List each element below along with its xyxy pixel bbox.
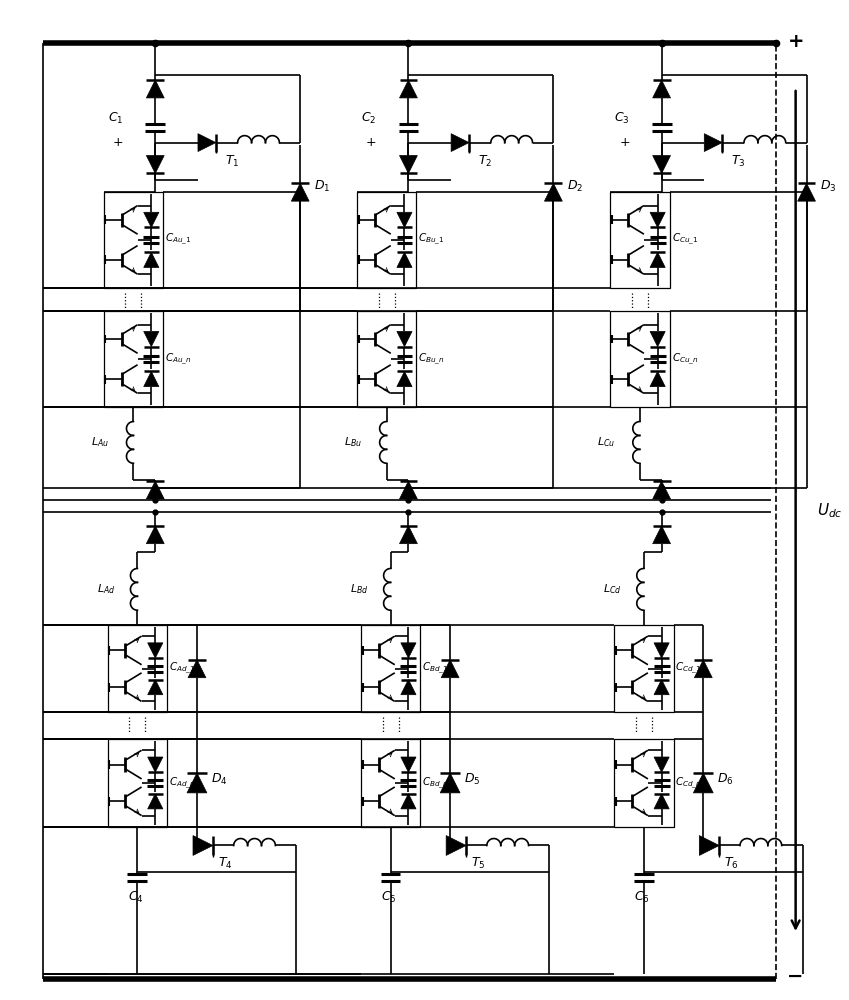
Text: $C_{Cu\_1}$: $C_{Cu\_1}$ (672, 232, 698, 247)
Text: $T_6$: $T_6$ (724, 856, 739, 871)
Text: +: + (787, 32, 804, 51)
Text: $L_{Au}$: $L_{Au}$ (91, 436, 109, 449)
Text: $D_4$: $D_4$ (211, 772, 228, 787)
Text: $C_5$: $C_5$ (381, 890, 396, 905)
Polygon shape (653, 80, 671, 98)
Text: $D_6$: $D_6$ (717, 772, 734, 787)
Polygon shape (401, 680, 416, 695)
Polygon shape (654, 643, 669, 658)
Text: $C_{Cd\_1}$: $C_{Cd\_1}$ (676, 661, 702, 676)
Text: −: − (787, 967, 804, 986)
Polygon shape (650, 331, 666, 347)
Polygon shape (654, 680, 669, 695)
Polygon shape (148, 643, 163, 658)
Polygon shape (198, 134, 216, 152)
Polygon shape (700, 836, 719, 855)
Text: +: + (619, 136, 630, 149)
Polygon shape (401, 643, 416, 658)
Polygon shape (400, 481, 418, 499)
Polygon shape (187, 773, 207, 793)
Text: $C_{Bd\_n}$: $C_{Bd\_n}$ (422, 775, 449, 791)
Polygon shape (193, 836, 213, 855)
Text: $C_6$: $C_6$ (634, 890, 649, 905)
Polygon shape (451, 134, 469, 152)
Polygon shape (797, 183, 816, 201)
Polygon shape (440, 773, 460, 793)
Text: $C_{Au\_n}$: $C_{Au\_n}$ (166, 351, 192, 367)
Polygon shape (146, 526, 164, 544)
Polygon shape (654, 757, 669, 772)
Polygon shape (653, 526, 671, 544)
Polygon shape (653, 481, 671, 499)
Text: $D_2$: $D_2$ (567, 179, 583, 194)
Text: $D_1$: $D_1$ (314, 179, 330, 194)
Text: $L_{Cu}$: $L_{Cu}$ (597, 436, 615, 449)
Polygon shape (396, 331, 412, 347)
Text: $L_{Ad}$: $L_{Ad}$ (97, 582, 115, 596)
Polygon shape (401, 794, 416, 809)
Polygon shape (654, 794, 669, 809)
Text: $C_{Cd\_n}$: $C_{Cd\_n}$ (676, 775, 702, 791)
Text: $C_1$: $C_1$ (108, 111, 123, 126)
Text: $T_1$: $T_1$ (225, 153, 239, 169)
Text: $C_{Au\_1}$: $C_{Au\_1}$ (166, 232, 192, 247)
Text: $T_2$: $T_2$ (478, 153, 492, 169)
Text: $L_{Bu}$: $L_{Bu}$ (344, 436, 362, 449)
Polygon shape (544, 183, 562, 201)
Polygon shape (400, 526, 418, 544)
Polygon shape (143, 331, 159, 347)
Polygon shape (148, 757, 163, 772)
Polygon shape (291, 183, 309, 201)
Text: $C_{Cu\_n}$: $C_{Cu\_n}$ (672, 351, 698, 367)
Text: +: + (113, 136, 123, 149)
Polygon shape (146, 481, 164, 499)
Text: $L_{Bd}$: $L_{Bd}$ (351, 582, 368, 596)
Polygon shape (143, 252, 159, 267)
Text: $U_{dc}$: $U_{dc}$ (818, 502, 843, 520)
Polygon shape (401, 757, 416, 772)
Polygon shape (143, 371, 159, 387)
Text: $T_4$: $T_4$ (218, 856, 233, 871)
Polygon shape (400, 80, 418, 98)
Polygon shape (396, 252, 412, 267)
Text: $C_2$: $C_2$ (362, 111, 377, 126)
Polygon shape (694, 660, 712, 678)
Polygon shape (650, 252, 666, 267)
Text: $C_{Bu\_1}$: $C_{Bu\_1}$ (419, 232, 445, 247)
Text: $D_5$: $D_5$ (464, 772, 481, 787)
Polygon shape (396, 212, 412, 227)
Text: $C_{Bd\_1}$: $C_{Bd\_1}$ (422, 661, 449, 676)
Polygon shape (396, 371, 412, 387)
Polygon shape (650, 212, 666, 227)
Polygon shape (143, 212, 159, 227)
Polygon shape (400, 155, 418, 173)
Polygon shape (441, 660, 459, 678)
Polygon shape (146, 155, 164, 173)
Polygon shape (146, 80, 164, 98)
Text: $C_3$: $C_3$ (614, 111, 630, 126)
Text: $C_{Bu\_n}$: $C_{Bu\_n}$ (419, 351, 445, 367)
Text: $C_4$: $C_4$ (127, 890, 143, 905)
Polygon shape (705, 134, 722, 152)
Text: $T_3$: $T_3$ (731, 153, 745, 169)
Polygon shape (188, 660, 206, 678)
Text: $T_5$: $T_5$ (471, 856, 486, 871)
Text: +: + (366, 136, 377, 149)
Text: $D_3$: $D_3$ (820, 179, 837, 194)
Polygon shape (447, 836, 466, 855)
Polygon shape (650, 371, 666, 387)
Text: $L_{Cd}$: $L_{Cd}$ (604, 582, 621, 596)
Polygon shape (148, 794, 163, 809)
Text: $C_{Ad\_1}$: $C_{Ad\_1}$ (169, 661, 195, 676)
Polygon shape (694, 773, 713, 793)
Polygon shape (653, 155, 671, 173)
Text: $C_{Ad\_n}$: $C_{Ad\_n}$ (169, 775, 196, 791)
Polygon shape (148, 680, 163, 695)
